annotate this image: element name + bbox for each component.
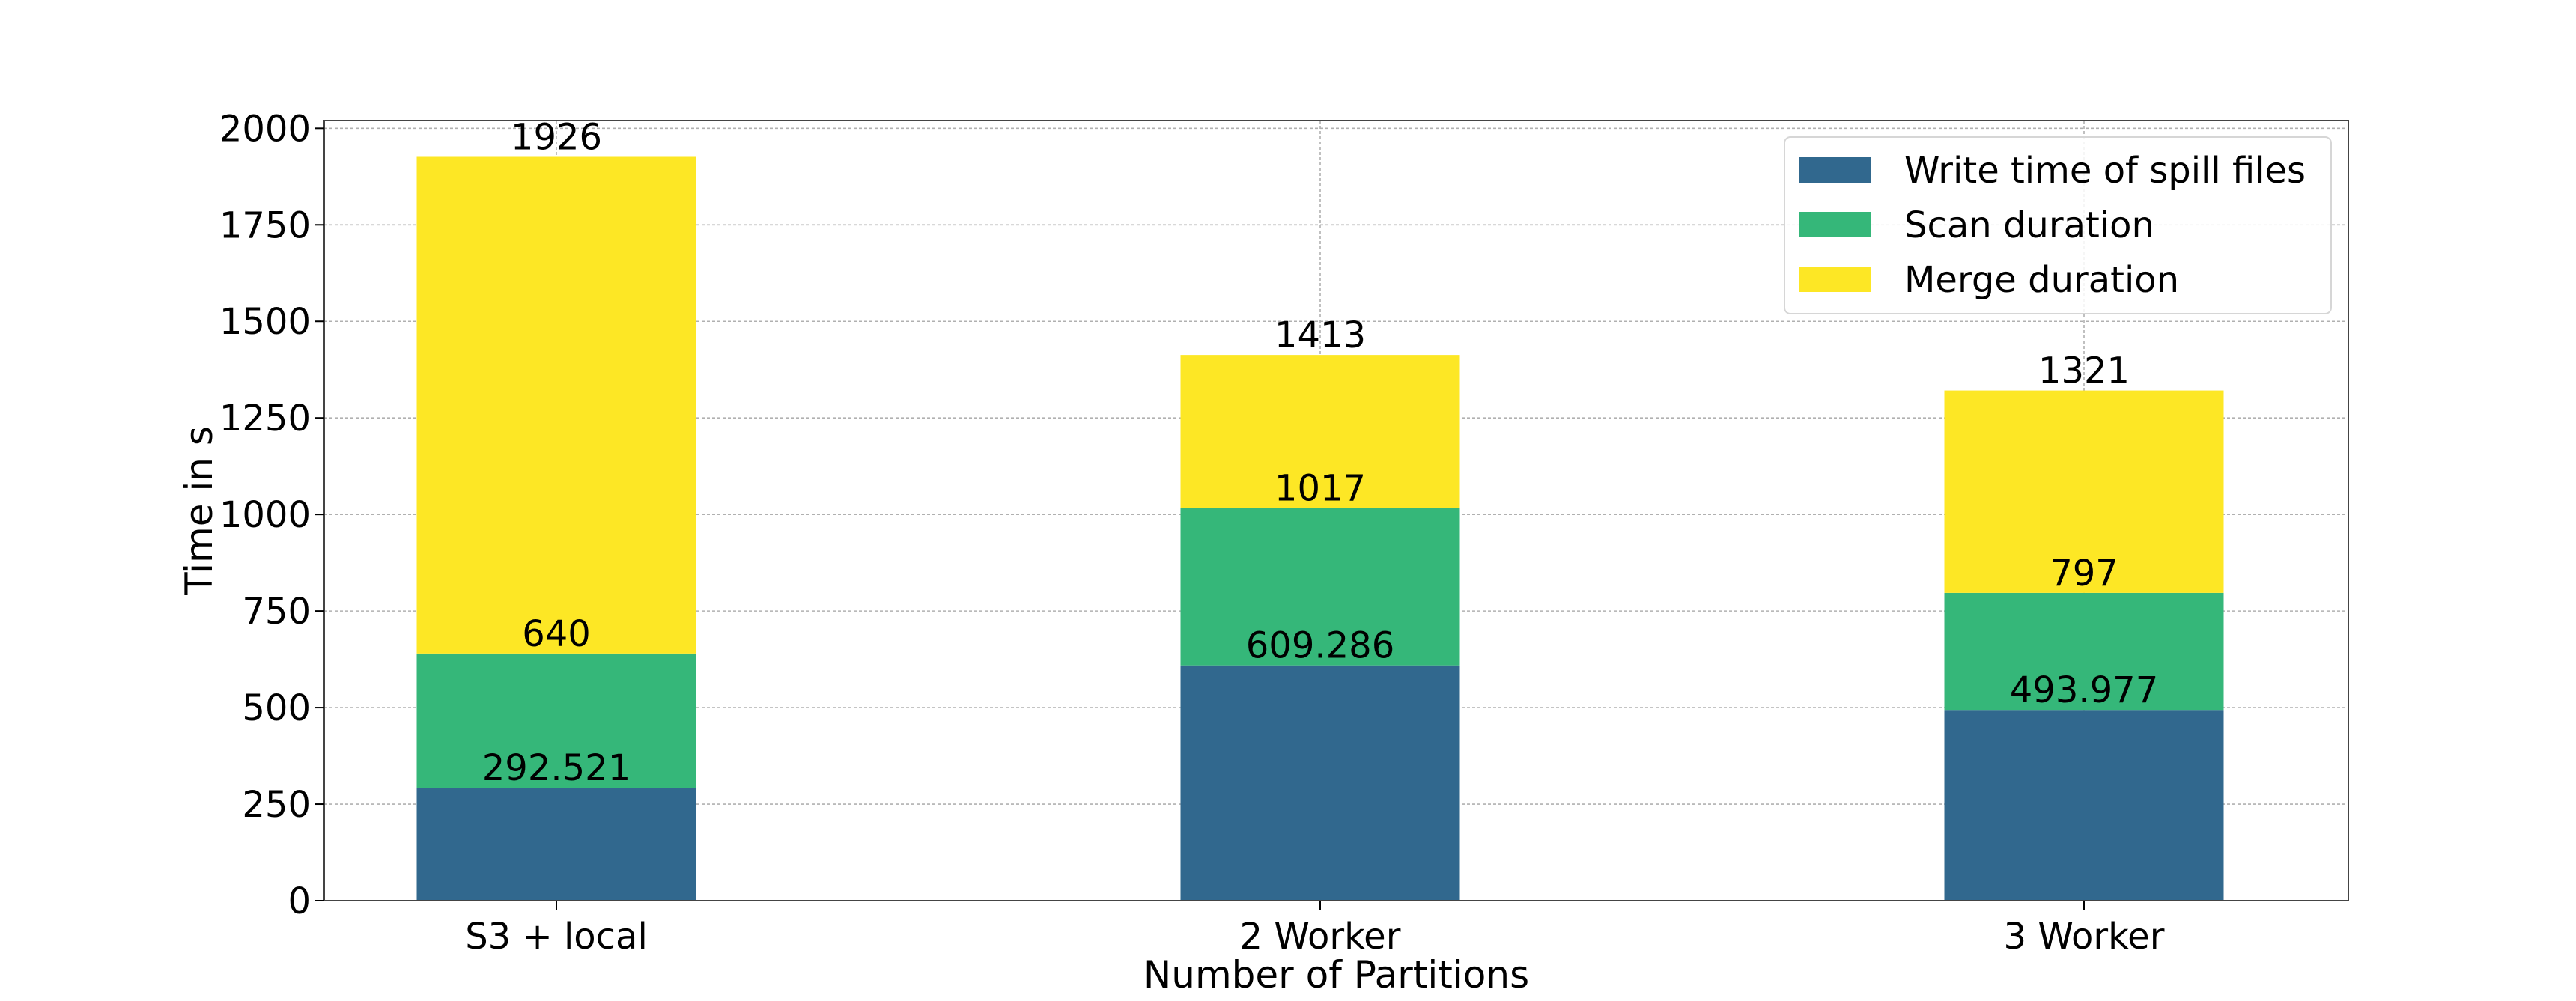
data-label: 1926 [511, 116, 602, 158]
y-tick-label: 1750 [219, 204, 311, 246]
data-label: 609.286 [1246, 625, 1395, 667]
y-axis-label: Time in s [177, 426, 221, 596]
y-tick-label: 750 [242, 591, 311, 633]
y-tick-label: 0 [288, 880, 311, 922]
data-label: 1321 [2038, 350, 2130, 392]
data-label: 1413 [1275, 314, 1366, 356]
bar-1-2 [1180, 665, 1460, 901]
bar-3-3 [1944, 390, 2224, 593]
x-tick-label: 2 Worker [1240, 916, 1401, 958]
y-tick-label: 1500 [219, 301, 311, 343]
data-label: 292.521 [482, 747, 631, 789]
data-label: 1017 [1275, 467, 1366, 509]
bar-2-1 [416, 653, 696, 788]
y-tick-label: 500 [242, 687, 311, 729]
legend-label: Merge duration [1904, 259, 2179, 301]
bar-1-3 [1944, 710, 2224, 901]
legend-swatch [1799, 157, 1871, 183]
x-tick-label: 3 Worker [2004, 916, 2165, 958]
bar-3-1 [416, 156, 696, 654]
legend-swatch [1799, 267, 1871, 292]
y-tick-label: 1250 [219, 398, 311, 439]
legend: Write time of spill files Scan duration Me… [1784, 136, 2332, 314]
data-label: 640 [522, 613, 591, 655]
x-axis-ticks: S3 + local 2 Worker 3 Worker [465, 901, 2165, 958]
legend-box [1784, 136, 2332, 314]
bar-2-2 [1180, 508, 1460, 666]
bar-3-2 [1180, 355, 1460, 508]
bar-2-3 [1944, 592, 2224, 711]
data-labels: 292.521 640 1926 609.286 1017 1413 493.977 797 1… [482, 116, 2159, 789]
data-label: 493.977 [2010, 669, 2159, 711]
y-tick-label: 250 [242, 784, 311, 826]
legend-swatch [1799, 212, 1871, 237]
bar-1-1 [416, 788, 696, 901]
plot-frame [323, 120, 2349, 901]
x-axis-label: Number of Partitions [1143, 953, 1529, 997]
y-tick-label: 1000 [219, 494, 311, 536]
legend-label: Write time of spill files [1904, 150, 2306, 192]
data-label: 797 [2050, 553, 2118, 594]
legend-label: Scan duration [1904, 204, 2154, 246]
bars [416, 156, 2224, 901]
x-tick-label: S3 + local [465, 916, 648, 958]
y-tick-label: 2000 [219, 108, 311, 150]
y-axis-ticks: 0 250 500 750 1000 1250 1500 1750 2000 [219, 108, 324, 922]
